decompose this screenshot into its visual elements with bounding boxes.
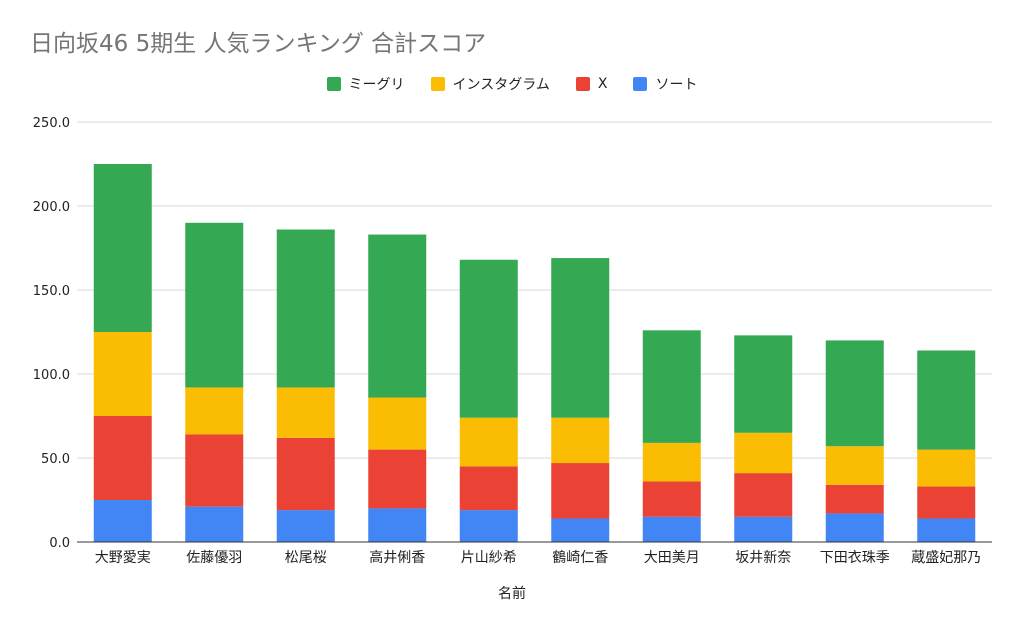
bar-segment [93,500,152,542]
legend-item: インスタグラム [430,74,550,94]
legend-label: ミーグリ [348,77,405,93]
bar-segment [93,164,152,332]
y-tick-label: 250.0 [33,116,70,131]
bar-segment [917,449,976,487]
x-tick-label: 大田美月 [644,550,700,566]
legend-label: インスタグラム [452,77,550,93]
legend: ミーグリ インスタグラム X ソート [0,74,1024,94]
legend-item: ソート [633,74,697,94]
bar-segment [551,463,610,519]
bar-segment [276,510,335,542]
bar-segment [917,518,976,542]
y-tick-label: 200.0 [33,200,70,215]
bar-segment [734,432,793,474]
bar-segment [368,397,427,450]
bar-segment [734,516,793,542]
x-tick-label: 松尾桜 [285,550,327,566]
y-tick-label: 100.0 [33,368,70,383]
bar-segment [276,437,335,511]
bar-segment [276,229,335,388]
bar-segment [185,434,244,507]
y-tick-label: 50.0 [41,452,70,467]
bar-segment [917,350,976,450]
legend-swatch [575,77,590,91]
y-tick-label: 0.0 [49,536,70,551]
legend-swatch [326,77,341,91]
bar-segment [93,332,152,416]
x-axis-title: 名前 [498,586,526,602]
bar-segment [642,481,701,517]
bar-segment [825,446,884,485]
bar-segment [551,518,610,542]
x-tick-label: 片山紗希 [461,550,517,566]
x-tick-label: 坂井新奈 [735,550,791,566]
bar-segment [825,484,884,514]
bar-segment [185,506,244,542]
bar-segment [734,473,793,517]
legend-item: X [575,74,608,94]
bar-segment [825,513,884,542]
bar-segment [459,259,518,418]
bar-segment [368,449,427,509]
bar-segment [917,486,976,519]
bar-segment [642,330,701,443]
x-tick-label: 鶴崎仁香 [552,549,608,566]
legend-swatch [633,77,648,91]
x-tick-label: 大野愛実 [95,550,151,566]
bar-segment [551,417,610,464]
bar-segment [93,416,152,500]
bar-segment [459,466,518,511]
bar-segment [459,510,518,542]
x-tick-label: 下田衣珠季 [820,550,890,566]
legend-label: ソート [655,77,698,93]
x-tick-label: 蔵盛妃那乃 [911,550,981,566]
legend-swatch [430,77,445,91]
chart-title: 日向坂46 5期生 人気ランキング 合計スコア [30,31,487,57]
bar-segment [459,417,518,467]
bar-segment [185,222,244,388]
bar-segment [642,442,701,482]
bar-segment [276,387,335,438]
bar-segment [825,340,884,447]
bar-segment [642,516,701,542]
y-tick-label: 150.0 [33,284,70,299]
x-tick-label: 高井俐香 [369,549,425,566]
bar-segment [734,335,793,433]
bar-segment [551,258,610,418]
bar-segment [368,234,427,398]
legend-label: X [597,76,608,92]
legend-item: ミーグリ [326,74,405,94]
bar-segment [185,387,244,435]
bar-segment [368,508,427,542]
x-tick-label: 佐藤優羽 [186,550,242,566]
